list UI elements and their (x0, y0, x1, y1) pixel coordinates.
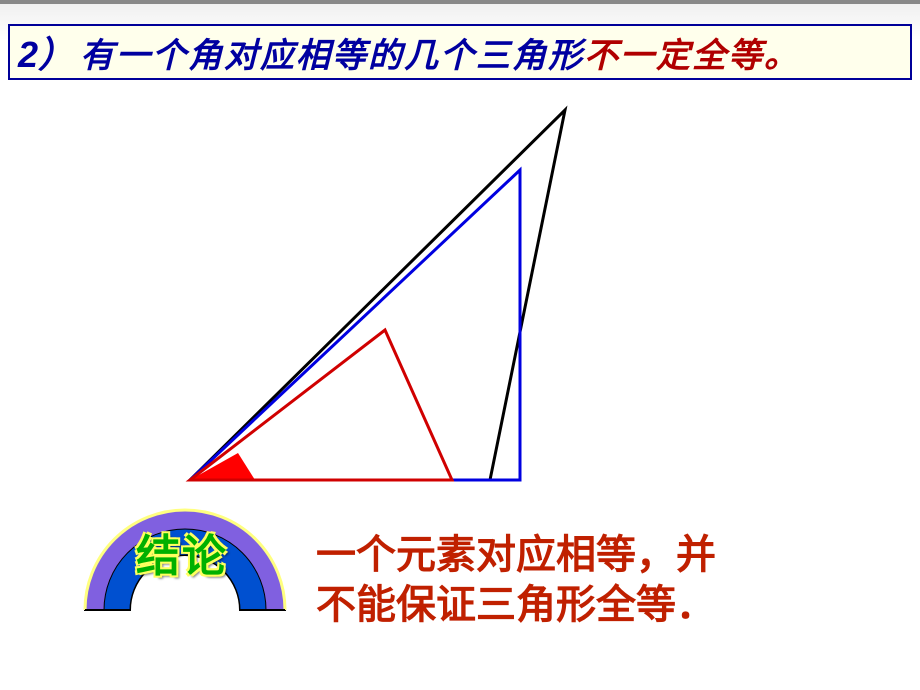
proposition-number: 2） (18, 26, 74, 78)
conclusion-line-2: 不能保证三角形全等． (316, 580, 876, 630)
conclusion-text: 一个元素对应相等，并 不能保证三角形全等． (316, 530, 876, 630)
proposition-emphasis: 不一定全等。 (584, 28, 800, 77)
triangle-diagram (170, 100, 720, 500)
black-triangle (190, 110, 565, 480)
proposition-main: 有一个角对应相等的几个三角形 (80, 28, 584, 77)
conclusion-line-1: 一个元素对应相等，并 (316, 530, 876, 580)
proposition-bar: 2） 有一个角对应相等的几个三角形 不一定全等。 (8, 24, 912, 80)
angle-marker (190, 453, 255, 480)
conclusion-badge-label: 结论 (136, 520, 228, 584)
blue-triangle (190, 170, 520, 480)
